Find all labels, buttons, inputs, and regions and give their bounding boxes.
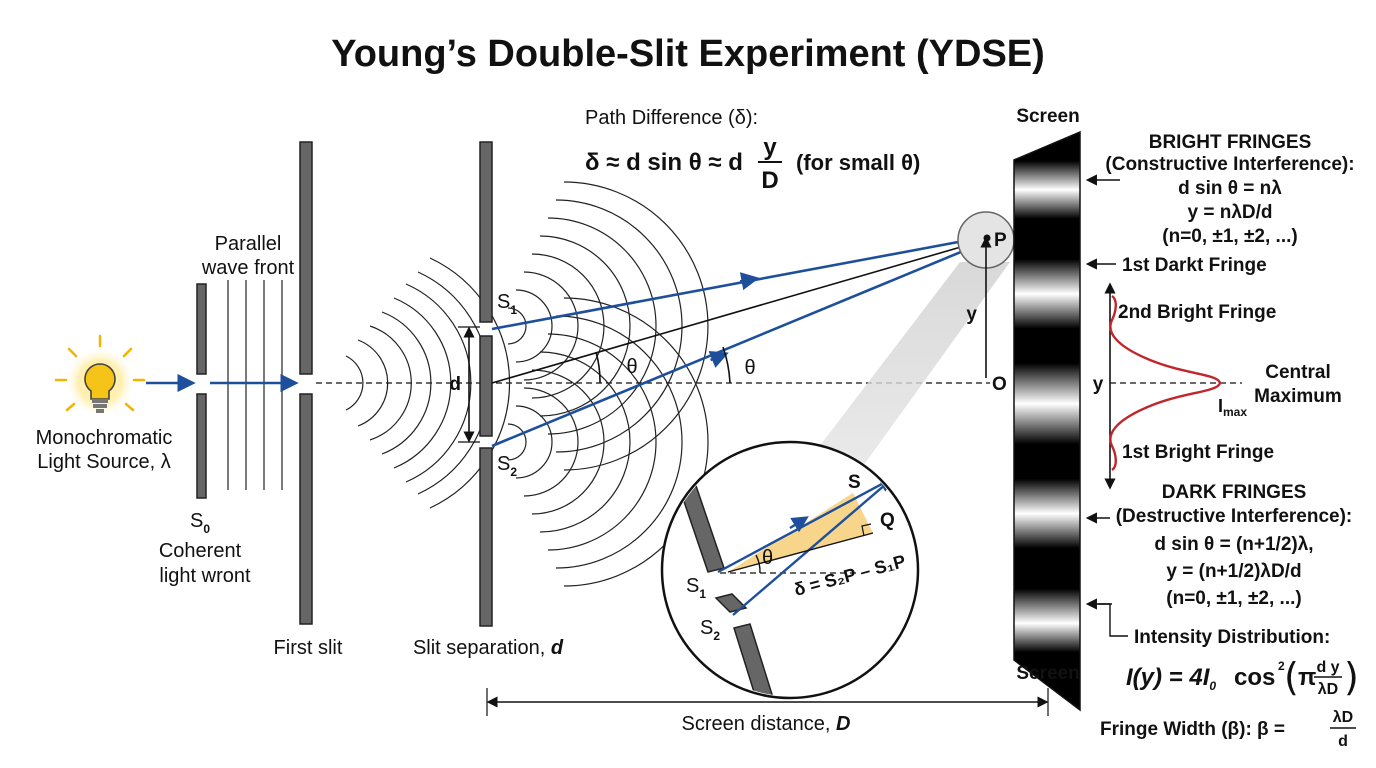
s1-label: S1 [497,291,517,317]
bright-fringes-block: BRIGHT FRINGES (Constructive Interferenc… [1105,132,1354,247]
s0-label: S0 [190,510,210,536]
theta-label-1: θ [626,356,637,378]
coherent-label-line1: Coherent [159,540,242,562]
intensity-eq-num: d y [1316,659,1339,676]
bright-line3: d sin θ = nλ [1178,178,1282,199]
center-ray-to-p [491,239,986,384]
path-diff-heading: Path Difference (δ): [585,107,758,129]
parallel-label-line1: Parallel [215,233,282,255]
path-diff-frac-den: D [761,167,778,194]
path-diff-frac-num: y [763,134,777,161]
coherent-label-line2: light wront [159,565,251,587]
fringe-width-den: d [1338,733,1348,750]
intensity-y-label: y [1093,374,1104,395]
theta-arc-1 [595,351,601,384]
wavefronts-s1 [507,181,709,471]
parallel-label-line2: wave front [201,257,295,279]
ray-s1-to-p [491,235,986,331]
o-label: O [992,374,1007,395]
dark-fringes-block: DARK FRINGES (Destructive Interference):… [1116,482,1353,609]
s2-label: S2 [497,453,517,479]
path-diff-eq-left: δ ≈ d sin θ ≈ d [585,149,743,176]
source-label-line2: Light Source, λ [37,451,170,473]
inset-s-label: S [848,472,861,493]
d-dimension [458,326,480,443]
intensity-paren-open: ( [1284,655,1299,699]
double-slit [479,141,493,627]
screen-distance-label: Screen distance, D [682,713,851,735]
bright-line2: (Constructive Interference): [1105,154,1354,175]
inset-magnified [660,440,920,700]
fringe-width-num: λD [1333,709,1353,726]
dark-line1: DARK FRINGES [1162,482,1307,503]
intensity-eq-pi: π [1298,664,1316,691]
fringe-width-label: Fringe Width (β): β = [1100,719,1285,740]
screen-distance-dimension [486,688,1049,716]
first-dark-label: 1st Darkt Fringe [1122,255,1267,276]
path-diff-wedge [728,493,873,572]
intensity-curve [1109,295,1222,471]
s0-slit [196,283,207,499]
inset-s1-label: S1 [686,575,706,601]
ray-s2-to-p [491,240,986,448]
intensity-pointer [1098,603,1128,637]
ray-arrow-2 [708,351,729,368]
first-bright-label: 1st Bright Fringe [1122,442,1274,463]
bright-line5: (n=0, ±1, ±2, ...) [1162,226,1297,247]
d-label: d [449,374,461,395]
screen-label-top: Screen [1016,106,1079,127]
light-bulb-icon [54,334,146,418]
parallel-wavefronts [227,280,283,490]
intensity-eq-cos: cos [1234,664,1275,691]
path-diff-eq-right: (for small θ) [796,150,920,175]
first-slit-label: First slit [274,637,343,659]
central-max-line2: Maximum [1254,386,1342,407]
point-p-dot [983,234,991,242]
intensity-eq-left: I(y) = 4I0 [1126,664,1216,693]
dark-line3: d sin θ = (n+1/2)λ, [1154,534,1313,555]
y-label: y [966,304,977,325]
wavefronts-first-slit [345,257,511,509]
bright-line1: BRIGHT FRINGES [1149,132,1312,153]
inset-s2-label: S2 [700,617,720,643]
inset-theta-label: θ [762,547,773,569]
slit-separation-label: Slit separation, d [413,637,564,659]
dark-line4: y = (n+1/2)λD/d [1166,561,1301,582]
intensity-formula: I(y) = 4I0 cos 2 ( π d y λD ) [1126,655,1359,699]
imax-label: Imax [1218,396,1247,419]
central-max-line1: Central [1265,362,1330,383]
theta-arc-2 [722,346,731,384]
intensity-paren-close: ) [1344,655,1359,699]
theta-label-2: θ [744,357,755,379]
screen-label-bottom: Screen [1016,663,1079,684]
intensity-eq-den: λD [1318,681,1338,698]
intensity-eq-sup: 2 [1278,659,1285,673]
source-label-line1: Monochromatic [36,427,173,449]
dark-line5: (n=0, ±1, ±2, ...) [1166,588,1301,609]
inset-q-label: Q [880,510,895,531]
fringe-screen [1013,130,1081,712]
ray-arrow-1 [739,272,760,291]
dark-line2: (Destructive Interference): [1116,506,1353,527]
intensity-heading: Intensity Distribution: [1134,627,1330,648]
diagram-title: Young’s Double-Slit Experiment (YDSE) [331,33,1045,75]
bright-line4: y = nλD/d [1188,202,1273,223]
wavefronts-s2 [507,297,709,587]
first-slit [299,141,313,625]
second-bright-label: 2nd Bright Fringe [1118,302,1276,323]
point-p-label: P [994,230,1007,251]
